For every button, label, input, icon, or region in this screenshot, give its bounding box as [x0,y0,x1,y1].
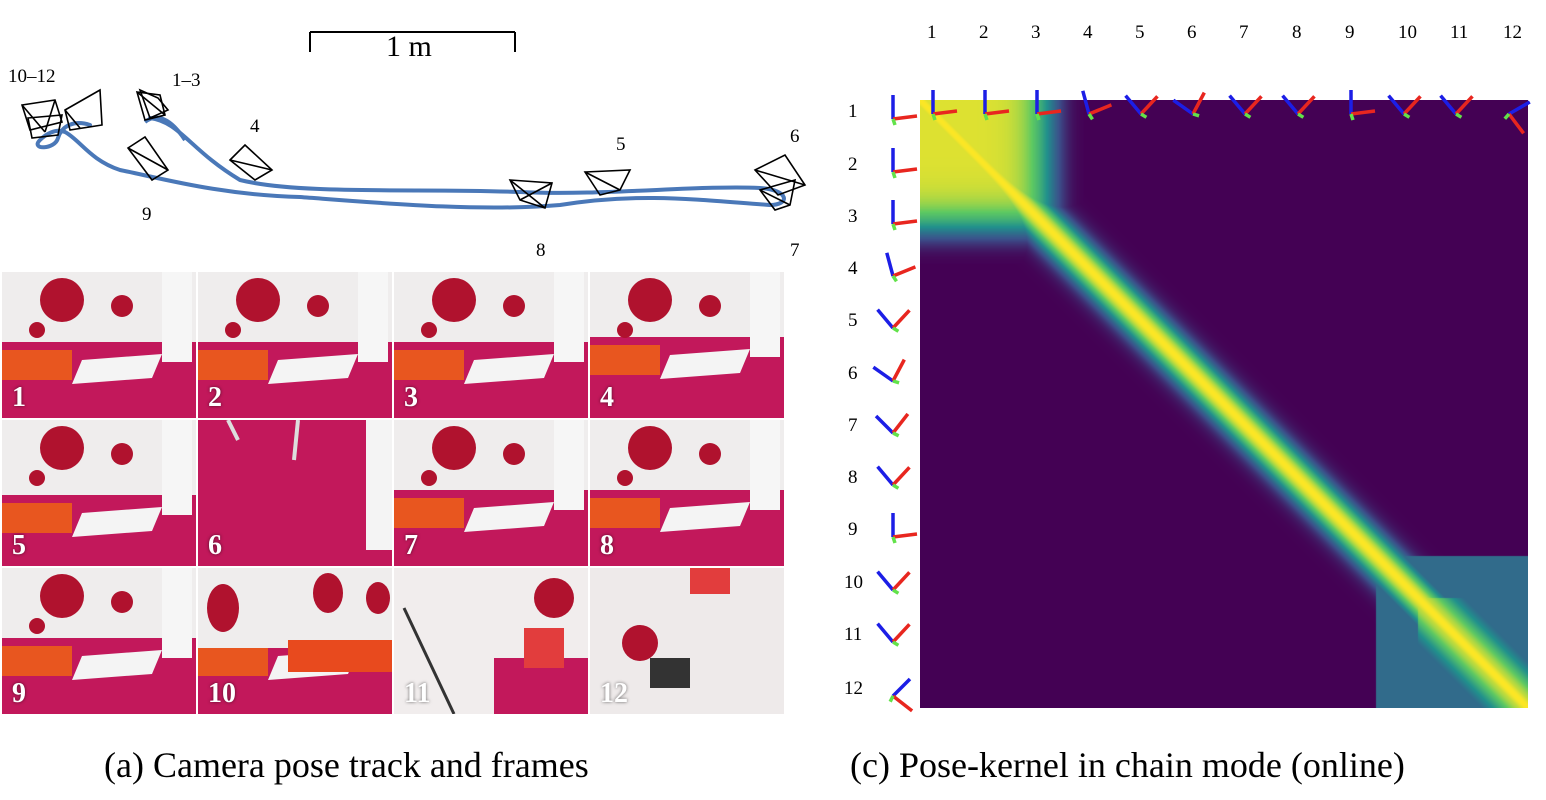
frame-number: 2 [208,382,222,413]
frame-number: 10 [208,678,236,709]
column-label: 12 [1503,22,1522,43]
column-label: 5 [1135,22,1145,43]
row-label: 5 [848,310,858,331]
frame-number: 12 [600,678,628,709]
frame-thumbnail: 8 [590,420,784,566]
column-pose-axis-icon [1035,90,1062,121]
camera-pose-track [20,31,807,211]
column-label: 3 [1031,22,1041,43]
row-pose-axis-icon [876,622,911,647]
row-label: 6 [848,363,858,384]
caption-c: (c) Pose-kernel in chain mode (online) [850,745,1405,785]
column-label: 6 [1187,22,1197,43]
column-label: 10 [1398,22,1417,43]
pose-label-5: 5 [616,134,626,155]
trajectory-line [35,116,786,210]
frame-thumbnail: 7 [394,420,588,566]
pose-label-4: 4 [250,116,260,137]
row-label: 10 [844,572,863,593]
frame-number: 8 [600,530,614,561]
row-label: 4 [848,258,858,279]
pose-label-6: 6 [790,126,800,147]
column-label: 4 [1083,22,1093,43]
frame-number: 4 [600,382,614,413]
camera-frustums [20,88,807,211]
pose-label-9: 9 [142,204,152,225]
column-pose-axis-icon [1081,90,1113,121]
row-pose-axis-icon [885,252,917,283]
row-pose-axis-icon [876,465,911,490]
frame-number: 3 [404,382,418,413]
row-pose-axis-icon [888,677,914,713]
row-pose-axis-icon [874,412,910,438]
frame-thumbnail: 10 [198,568,392,714]
pose-label-8: 8 [536,240,546,261]
frame-thumbnail: 11 [394,568,588,714]
row-label: 1 [848,101,858,122]
column-label: 7 [1239,22,1249,43]
column-pose-axis-icon [931,90,958,121]
frame-number: 1 [12,382,26,413]
frame-thumbnail: 5 [2,420,196,566]
column-label: 8 [1292,22,1302,43]
row-pose-axis-icon [891,200,918,231]
frame-thumbnail: 1 [2,272,196,418]
caption-a: (a) Camera pose track and frames [104,745,589,785]
row-label: 11 [844,624,863,645]
row-label: 3 [848,206,858,227]
column-label: 1 [927,22,937,43]
frame-thumbnail: 3 [394,272,588,418]
row-pose-axis-icon [876,570,911,595]
row-pose-axis-icon [891,148,918,179]
row-pose-axis-icon [872,358,906,385]
frame-thumbnail: 12 [590,568,784,714]
frame-thumbnail: 2 [198,272,392,418]
column-pose-axis-icon [1387,94,1422,119]
frame-thumbnail: 4 [590,272,784,418]
frame-number: 9 [12,678,26,709]
pose-axis-glyphs [872,90,1531,713]
column-label: 2 [979,22,989,43]
frame-number: 5 [12,530,26,561]
scale-bar [309,31,516,52]
pose-label-7: 7 [790,240,800,261]
row-label: 2 [848,154,858,175]
column-pose-axis-icon [1349,90,1376,121]
frame-number: 7 [404,530,418,561]
pose-label-1-3: 1–3 [172,70,201,91]
row-label: 12 [844,678,863,699]
pose-label-10-12: 10–12 [8,66,56,87]
row-pose-axis-icon [876,308,911,333]
scale-label: 1 m [386,30,432,63]
frame-grid: 1 2 3 4 5 6 7 8 9 10 11 12 [2,272,786,714]
row-label: 7 [848,415,858,436]
frame-thumbnail: 6 [198,420,392,566]
column-pose-axis-icon [1228,94,1263,119]
column-pose-axis-icon [1503,100,1531,135]
row-pose-axis-icon [891,513,918,544]
trajectory-start [143,115,187,142]
pose-kernel-heatmap [920,100,1528,708]
column-label: 9 [1345,22,1355,43]
frame-number: 11 [404,678,431,709]
column-pose-axis-icon [983,90,1010,121]
column-label: 11 [1450,22,1469,43]
column-pose-axis-icon [1172,91,1206,118]
frame-number: 6 [208,530,222,561]
column-pose-axis-icon [1124,94,1159,119]
column-pose-axis-icon [1439,94,1474,119]
heatmap-canvas [920,100,1528,708]
column-pose-axis-icon [1281,94,1316,119]
row-pose-axis-icon [891,95,918,126]
row-label: 8 [848,467,858,488]
frame-thumbnail: 9 [2,568,196,714]
row-label: 9 [848,519,858,540]
